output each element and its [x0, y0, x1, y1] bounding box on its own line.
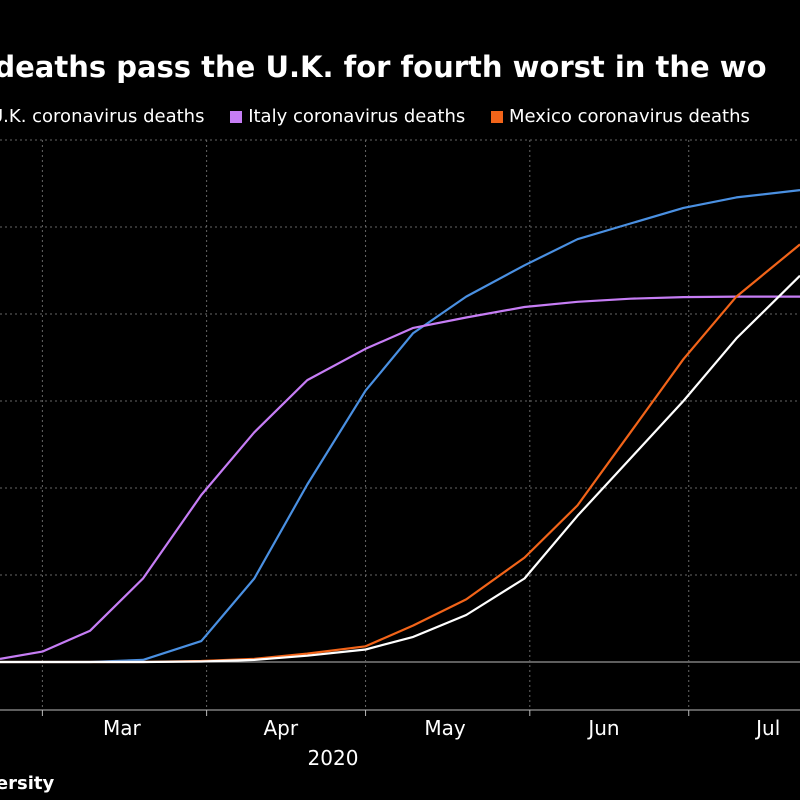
series-line-uk	[0, 189, 800, 664]
legend-item-italy: Italy coronavirus deaths	[230, 106, 465, 127]
chart-legend: U.K. coronavirus deaths Italy coronaviru…	[0, 106, 770, 136]
legend-item-mexico: Mexico coronavirus deaths	[491, 106, 750, 127]
source-note: iversity	[0, 773, 55, 794]
legend-swatch-mexico	[491, 110, 503, 123]
x-tick-label-mar: Mar	[103, 716, 142, 740]
legend-label-italy: Italy coronavirus deaths	[248, 106, 466, 127]
x-tick-label-may: May	[424, 716, 466, 740]
legend-item-uk: U.K. coronavirus deaths	[0, 106, 204, 127]
series-line-unlabeled	[0, 274, 800, 664]
series-line-italy	[0, 295, 800, 660]
x-tick-label-jul: Jul	[754, 716, 780, 740]
series-line-mexico	[0, 243, 800, 664]
legend-swatch-italy	[230, 110, 243, 123]
chart-title: s deaths pass the U.K. for fourth worst …	[0, 50, 767, 84]
x-tick-label-jun: Jun	[586, 716, 619, 740]
x-axis-year-label: 2020	[308, 746, 359, 770]
legend-label-mexico: Mexico coronavirus deaths	[509, 106, 750, 127]
legend-label-uk: U.K. coronavirus deaths	[0, 106, 205, 127]
x-tick-label-apr: Apr	[263, 716, 298, 740]
